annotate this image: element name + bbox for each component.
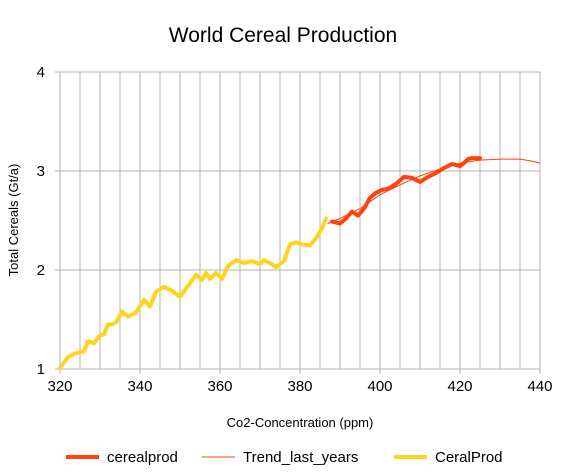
series-line-ceralprod [58, 216, 328, 370]
legend-label: CeralProd [435, 449, 503, 466]
series-line-trend-last-years [327, 158, 541, 224]
x-tick-label: 380 [287, 378, 312, 395]
legend-label: Trend_last_years [243, 449, 358, 466]
y-axis-ticks: 1 2 3 4 [37, 64, 60, 378]
y-tick-label: 2 [37, 262, 45, 279]
x-tick-label: 420 [447, 378, 472, 395]
x-tick-label: 320 [47, 378, 72, 395]
chart-title: World Cereal Production [169, 24, 397, 47]
y-tick-label: 4 [37, 64, 45, 81]
legend-label: cerealprod [107, 449, 178, 466]
x-tick-label: 440 [527, 378, 552, 395]
x-axis-ticks: 320 340 360 380 400 420 440 [47, 369, 553, 395]
x-tick-label: 360 [207, 378, 232, 395]
chart-legend: cerealprod Trend_last_years CeralProd [66, 449, 503, 466]
x-axis-label: Co2-Concentration (ppm) [227, 415, 374, 430]
x-tick-label: 340 [127, 378, 152, 395]
chart-series [58, 156, 541, 370]
y-tick-label: 3 [37, 163, 45, 180]
y-tick-label: 1 [37, 361, 45, 378]
chart-grid [59, 71, 541, 370]
series-line-cerealprod [330, 156, 482, 226]
y-axis-label: Total Cereals (Gt/a) [6, 164, 21, 277]
x-tick-label: 400 [367, 378, 392, 395]
